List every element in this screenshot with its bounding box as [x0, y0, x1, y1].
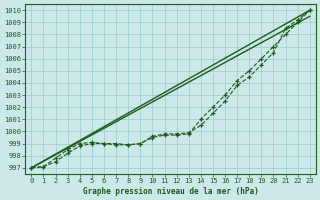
X-axis label: Graphe pression niveau de la mer (hPa): Graphe pression niveau de la mer (hPa): [83, 187, 259, 196]
